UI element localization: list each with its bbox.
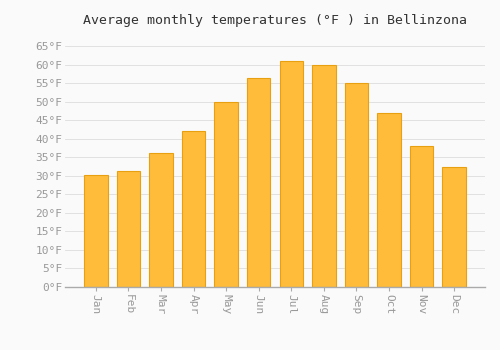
Bar — [84, 175, 108, 287]
Bar — [149, 153, 172, 287]
Bar — [247, 78, 270, 287]
Title: Average monthly temperatures (°F ) in Bellinzona: Average monthly temperatures (°F ) in Be… — [83, 14, 467, 27]
Bar — [182, 131, 206, 287]
Bar — [344, 83, 368, 287]
Bar — [116, 171, 140, 287]
Bar — [280, 61, 303, 287]
Bar — [214, 102, 238, 287]
Bar — [442, 167, 466, 287]
Bar — [410, 146, 434, 287]
Bar — [312, 65, 336, 287]
Bar — [378, 113, 401, 287]
